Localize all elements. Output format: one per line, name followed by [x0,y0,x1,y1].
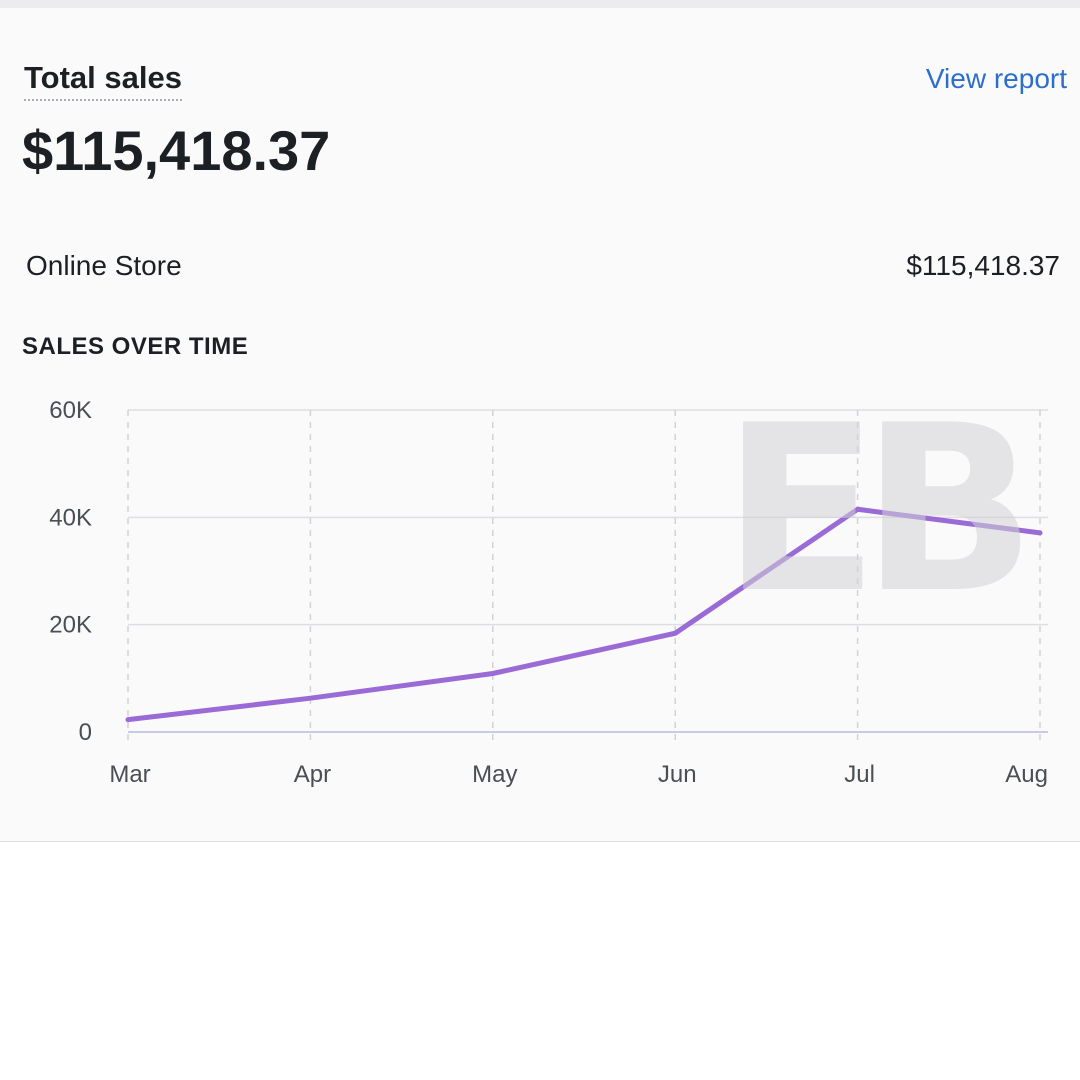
x-tick-label: May [472,761,517,788]
vertical-gridlines [127,410,1041,740]
channel-name: Online Store [26,250,182,281]
y-axis-labels: 0 20K 40K 60K [49,397,92,746]
data-point-mar [126,718,130,722]
channel-row-online-store: Online Store $115,418.37 [26,246,1060,286]
y-tick-label: 60K [49,397,92,424]
view-report-link[interactable]: View report [925,63,1067,94]
series-group [125,506,1043,723]
chart-heading: SALES OVER TIME [22,333,249,360]
x-tick-label: Jun [658,761,697,788]
x-axis-labels: Mar Apr May Jun Jul Aug [109,761,1048,788]
sales-over-time-chart: 0 20K 40K 60K Mar Apr May Jun Jul Aug [49,397,1048,788]
total-sales-value: $115,418.37 [22,119,331,182]
data-point-apr [308,696,312,700]
total-sales-card: Total sales View report $115,418.37 Onli… [0,8,1080,842]
x-tick-label: Mar [109,761,150,788]
y-tick-label: 0 [79,719,92,746]
data-point-aug [1038,531,1042,535]
top-edge [0,0,1080,8]
data-point-may [491,672,495,676]
channel-value: $115,418.37 [906,250,1060,281]
x-tick-label: Jul [844,761,875,788]
y-tick-label: 40K [49,504,92,531]
x-tick-label: Aug [1005,761,1048,788]
series-line [125,506,1043,723]
card-title[interactable]: Total sales [24,58,182,101]
data-point-jun [673,631,677,635]
y-tick-label: 20K [49,612,92,639]
x-tick-label: Apr [294,761,331,788]
data-point-jul [856,507,860,511]
horizontal-gridlines [128,409,1048,733]
